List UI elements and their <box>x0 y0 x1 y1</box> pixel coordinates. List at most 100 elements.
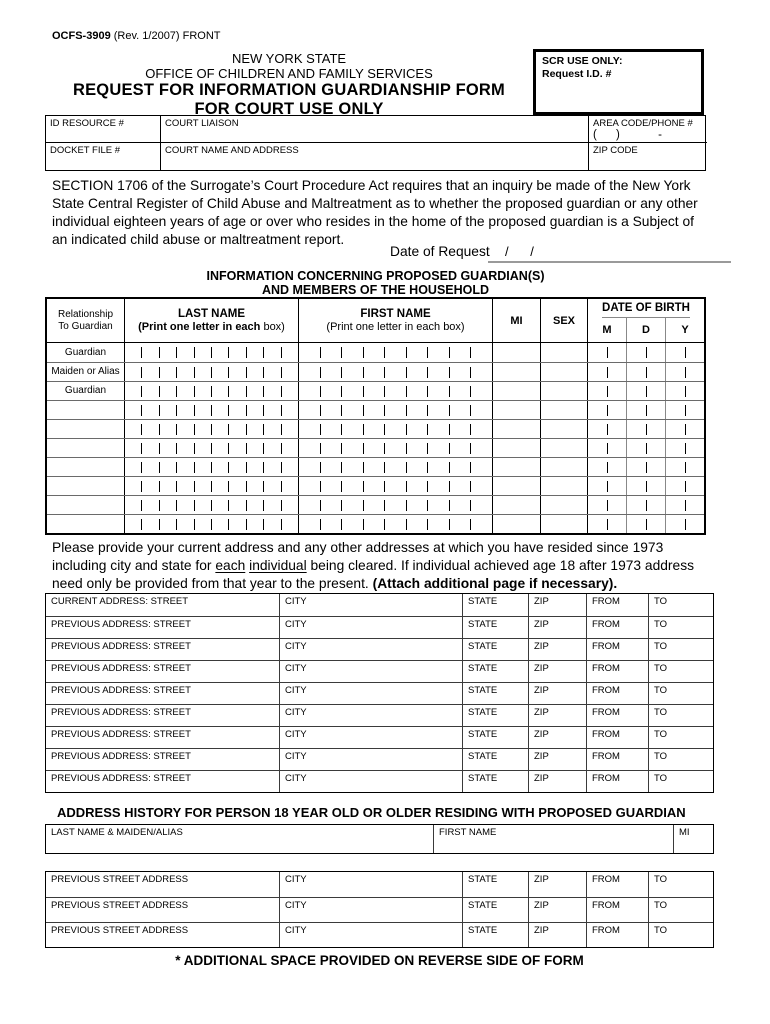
zip-field[interactable]: ZIP <box>529 617 587 638</box>
zip-field[interactable]: ZIP <box>529 705 587 726</box>
sex-input[interactable] <box>541 401 588 419</box>
zip-field[interactable]: ZIP <box>529 639 587 660</box>
street-field[interactable]: PREVIOUS ADDRESS: STREET <box>46 683 280 704</box>
street-field[interactable]: PREVIOUS STREET ADDRESS <box>46 872 280 897</box>
state-field[interactable]: STATE <box>463 594 529 616</box>
state-field[interactable]: STATE <box>463 639 529 660</box>
to-field[interactable]: TO <box>649 727 712 748</box>
mi-input[interactable] <box>493 439 541 457</box>
dob-year-input[interactable] <box>666 439 704 457</box>
first-name-input[interactable] <box>299 439 493 457</box>
city-field[interactable]: CITY <box>280 872 463 897</box>
from-field[interactable]: FROM <box>587 683 649 704</box>
state-field[interactable]: STATE <box>463 661 529 682</box>
zip-code-field[interactable]: ZIP CODE <box>589 143 707 170</box>
mi-input[interactable] <box>493 343 541 362</box>
relationship-cell[interactable]: Guardian <box>47 343 125 362</box>
state-field[interactable]: STATE <box>463 749 529 770</box>
state-field[interactable]: STATE <box>463 872 529 897</box>
from-field[interactable]: FROM <box>587 639 649 660</box>
from-field[interactable]: FROM <box>587 661 649 682</box>
zip-field[interactable]: ZIP <box>529 727 587 748</box>
first-name-input[interactable] <box>299 458 493 476</box>
first-name-input[interactable] <box>299 382 493 400</box>
scr-use-only-box[interactable]: SCR USE ONLY: Request I.D. # <box>533 49 704 115</box>
city-field[interactable]: CITY <box>280 898 463 922</box>
street-field[interactable]: PREVIOUS ADDRESS: STREET <box>46 771 280 792</box>
to-field[interactable]: TO <box>649 898 712 922</box>
court-name-address-field[interactable]: COURT NAME AND ADDRESS <box>161 143 589 170</box>
city-field[interactable]: CITY <box>280 594 463 616</box>
from-field[interactable]: FROM <box>587 705 649 726</box>
to-field[interactable]: TO <box>649 705 712 726</box>
street-field[interactable]: CURRENT ADDRESS: STREET <box>46 594 280 616</box>
dob-day-input[interactable] <box>627 439 666 457</box>
last-name-input[interactable] <box>125 477 299 495</box>
relationship-cell[interactable] <box>47 515 125 533</box>
state-field[interactable]: STATE <box>463 727 529 748</box>
last-name-input[interactable] <box>125 363 299 381</box>
sex-input[interactable] <box>541 343 588 362</box>
dob-day-input[interactable] <box>627 401 666 419</box>
street-field[interactable]: PREVIOUS ADDRESS: STREET <box>46 661 280 682</box>
court-liaison-field[interactable]: COURT LIAISON <box>161 116 589 143</box>
street-field[interactable]: PREVIOUS ADDRESS: STREET <box>46 705 280 726</box>
to-field[interactable]: TO <box>649 639 712 660</box>
city-field[interactable]: CITY <box>280 617 463 638</box>
last-name-input[interactable] <box>125 439 299 457</box>
dob-year-input[interactable] <box>666 363 704 381</box>
from-field[interactable]: FROM <box>587 594 649 616</box>
mi-field[interactable]: MI <box>674 825 712 853</box>
city-field[interactable]: CITY <box>280 661 463 682</box>
relationship-cell[interactable]: Maiden or Alias <box>47 363 125 381</box>
dob-month-input[interactable] <box>588 420 627 438</box>
street-field[interactable]: PREVIOUS STREET ADDRESS <box>46 898 280 922</box>
date-of-request-field[interactable] <box>488 261 731 263</box>
dob-year-input[interactable] <box>666 343 704 362</box>
first-name-input[interactable] <box>299 515 493 533</box>
to-field[interactable]: TO <box>649 617 712 638</box>
state-field[interactable]: STATE <box>463 771 529 792</box>
first-name-input[interactable] <box>299 363 493 381</box>
dob-month-input[interactable] <box>588 477 627 495</box>
city-field[interactable]: CITY <box>280 705 463 726</box>
relationship-cell[interactable] <box>47 401 125 419</box>
sex-input[interactable] <box>541 382 588 400</box>
sex-input[interactable] <box>541 515 588 533</box>
mi-input[interactable] <box>493 477 541 495</box>
street-field[interactable]: PREVIOUS STREET ADDRESS <box>46 923 280 947</box>
street-field[interactable]: PREVIOUS ADDRESS: STREET <box>46 617 280 638</box>
mi-input[interactable] <box>493 420 541 438</box>
docket-file-field[interactable]: DOCKET FILE # <box>46 143 161 170</box>
city-field[interactable]: CITY <box>280 683 463 704</box>
mi-input[interactable] <box>493 363 541 381</box>
last-name-input[interactable] <box>125 458 299 476</box>
dob-day-input[interactable] <box>627 382 666 400</box>
city-field[interactable]: CITY <box>280 727 463 748</box>
street-field[interactable]: PREVIOUS ADDRESS: STREET <box>46 639 280 660</box>
from-field[interactable]: FROM <box>587 617 649 638</box>
dob-month-input[interactable] <box>588 515 627 533</box>
state-field[interactable]: STATE <box>463 683 529 704</box>
first-name-input[interactable] <box>299 420 493 438</box>
state-field[interactable]: STATE <box>463 705 529 726</box>
dob-year-input[interactable] <box>666 401 704 419</box>
from-field[interactable]: FROM <box>587 923 649 947</box>
sex-input[interactable] <box>541 420 588 438</box>
dob-month-input[interactable] <box>588 439 627 457</box>
dob-month-input[interactable] <box>588 382 627 400</box>
dob-day-input[interactable] <box>627 420 666 438</box>
city-field[interactable]: CITY <box>280 771 463 792</box>
first-name-input[interactable] <box>299 401 493 419</box>
to-field[interactable]: TO <box>649 923 712 947</box>
mi-input[interactable] <box>493 382 541 400</box>
from-field[interactable]: FROM <box>587 749 649 770</box>
state-field[interactable]: STATE <box>463 898 529 922</box>
id-resource-field[interactable]: ID RESOURCE # <box>46 116 161 143</box>
to-field[interactable]: TO <box>649 683 712 704</box>
street-field[interactable]: PREVIOUS ADDRESS: STREET <box>46 727 280 748</box>
dob-year-input[interactable] <box>666 458 704 476</box>
street-field[interactable]: PREVIOUS ADDRESS: STREET <box>46 749 280 770</box>
to-field[interactable]: TO <box>649 594 712 616</box>
dob-month-input[interactable] <box>588 343 627 362</box>
